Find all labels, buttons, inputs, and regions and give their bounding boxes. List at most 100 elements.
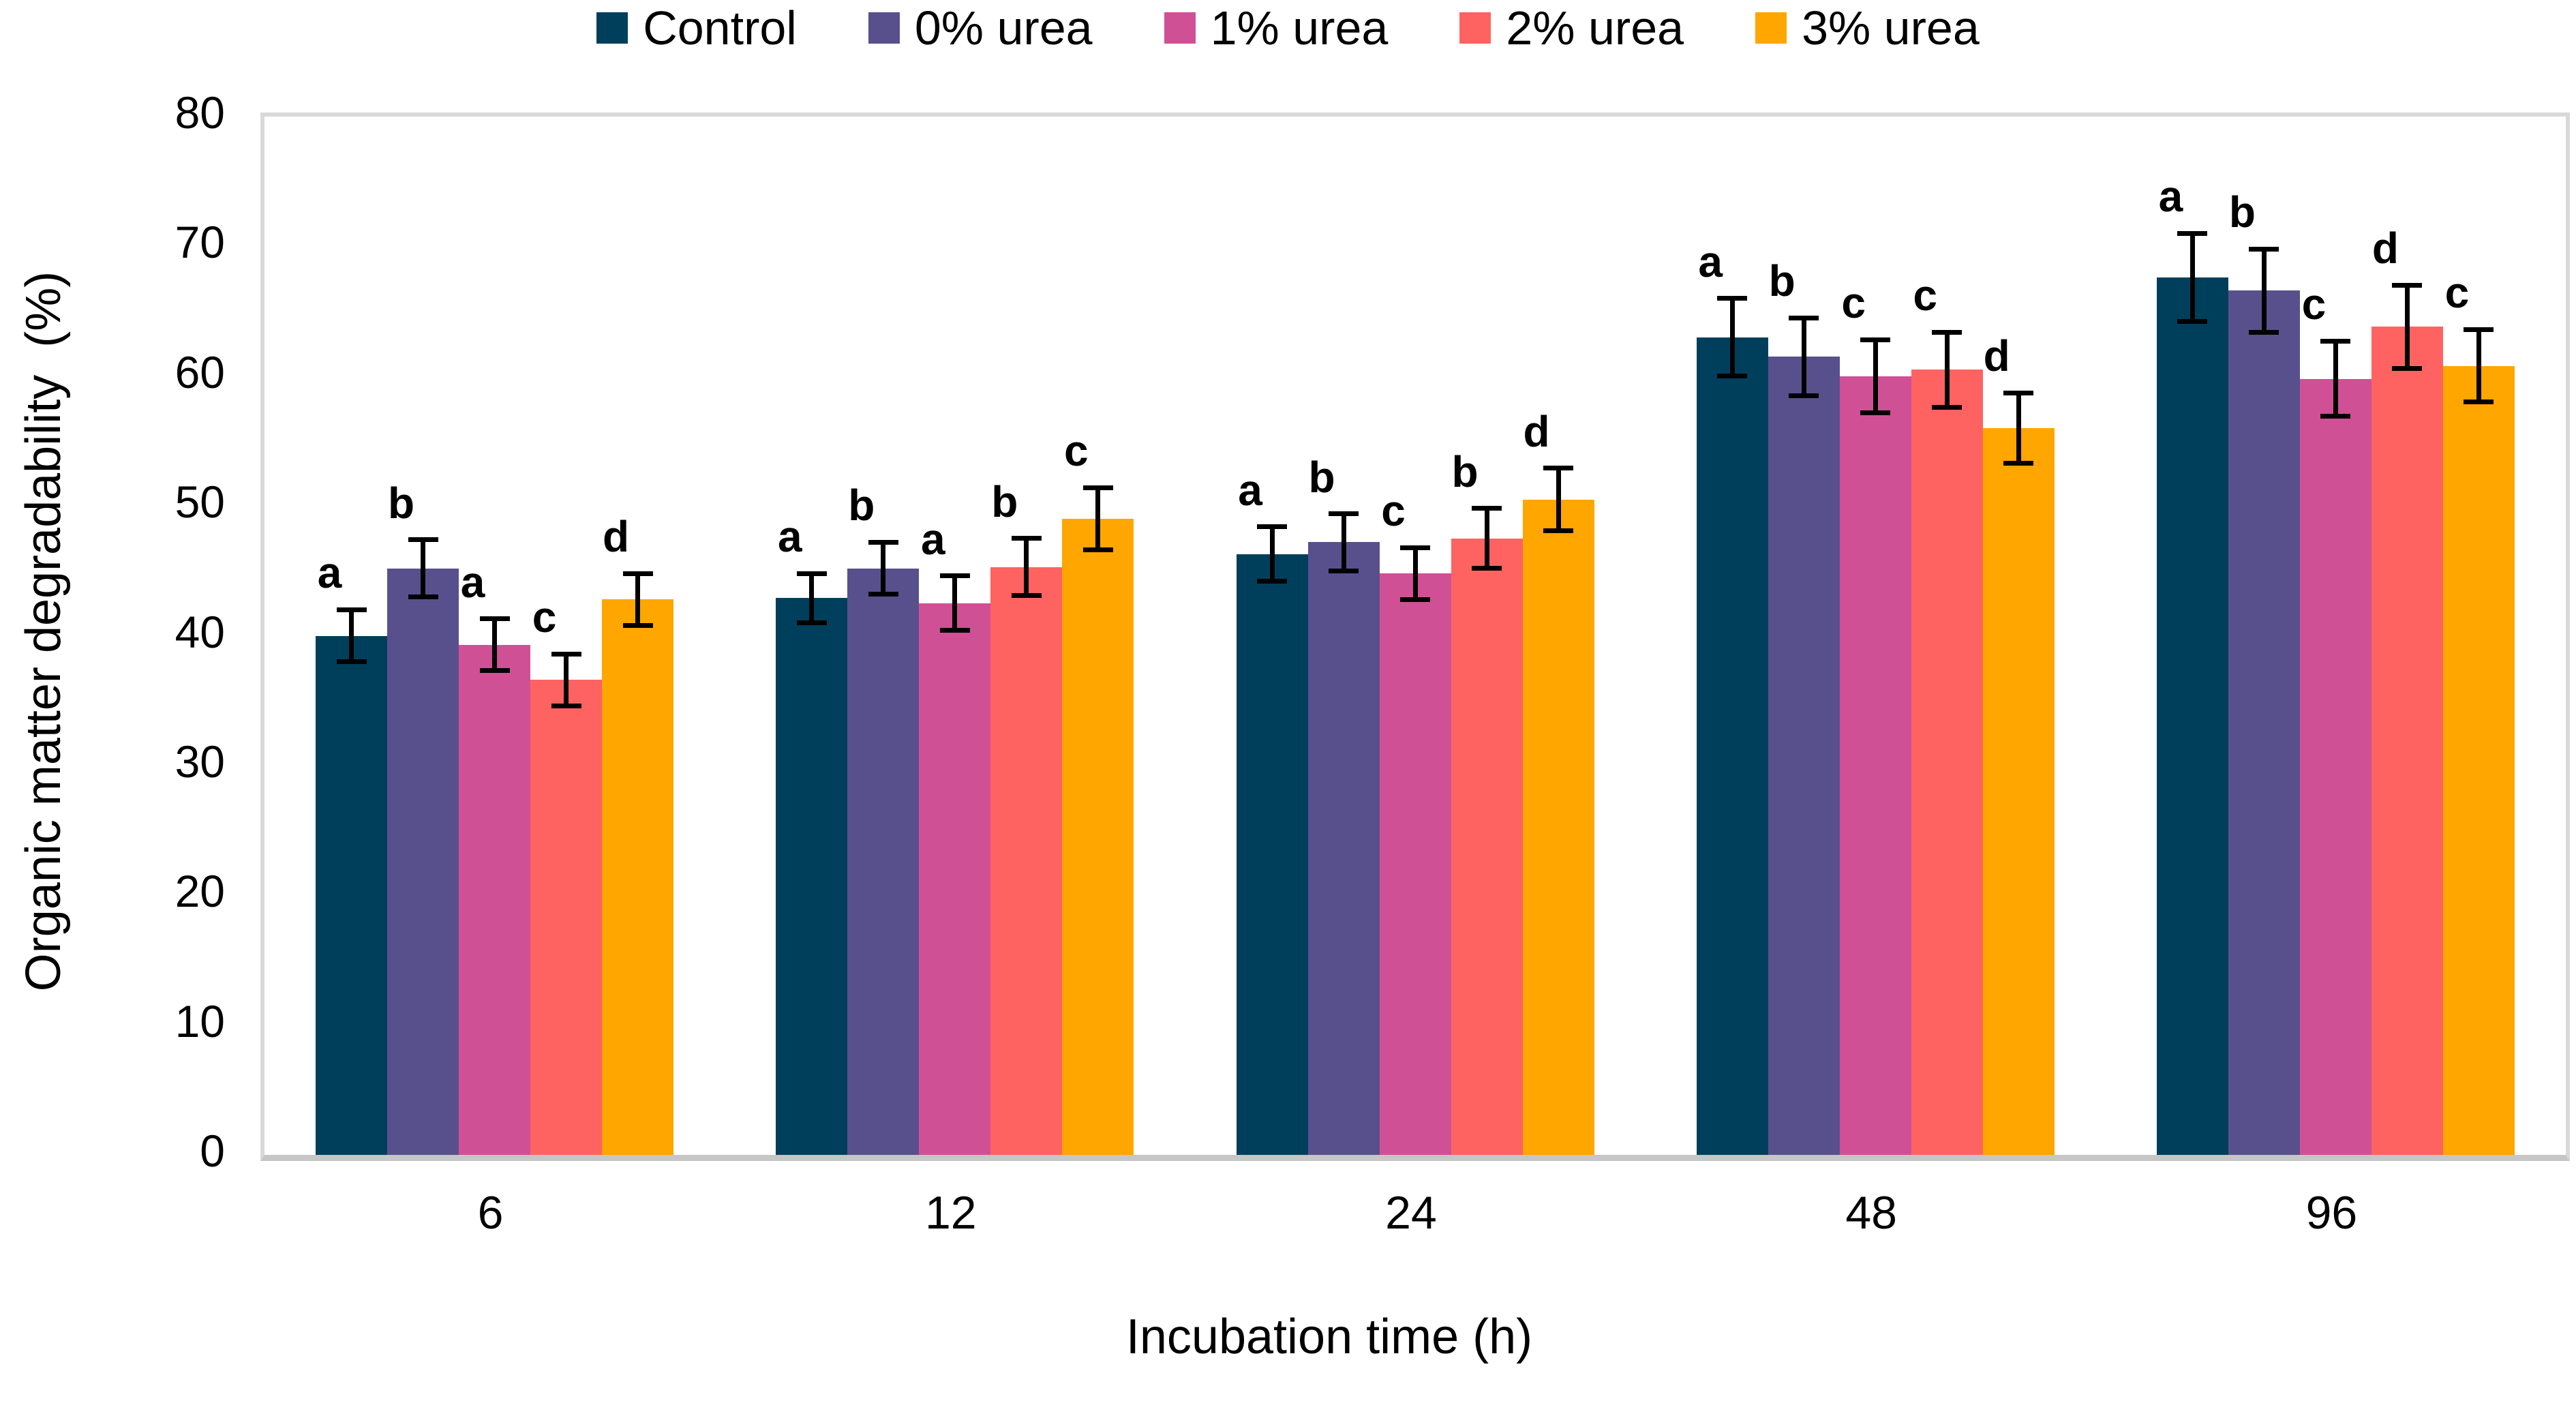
significance-letter-2-urea-48h: c	[1913, 271, 1937, 320]
error-bar-0-urea-6h	[421, 539, 426, 597]
significance-letter-0-urea-6h: b	[388, 478, 415, 528]
y-tick-label-30: 30	[175, 736, 225, 787]
bar-2-urea-12h	[990, 567, 1063, 1155]
bar-1-urea-6h	[459, 644, 531, 1155]
significance-letter-2-urea-96h: d	[2372, 224, 2399, 273]
error-cap-bottom	[2003, 460, 2034, 466]
error-cap-top	[622, 571, 653, 576]
bar-control-6h	[316, 635, 388, 1155]
legend-swatch-control	[596, 12, 628, 44]
error-bar-2-urea-12h	[1024, 538, 1029, 596]
error-cap-bottom	[2464, 400, 2494, 405]
significance-letter-1-urea-48h: c	[1841, 278, 1866, 328]
error-bar-control-12h	[809, 573, 815, 623]
error-bar-0-urea-24h	[1341, 513, 1346, 571]
x-tick-label-24: 24	[1385, 1187, 1437, 1239]
error-cap-top	[1329, 511, 1359, 517]
error-cap-top	[2003, 390, 2034, 395]
error-cap-bottom	[2249, 329, 2279, 335]
error-cap-bottom	[1543, 528, 1573, 533]
chart-legend: Control 0% urea 1% urea 2% urea 3% urea	[0, 4, 2576, 52]
significance-letter-0-urea-96h: b	[2228, 187, 2256, 237]
error-cap-top	[939, 573, 970, 579]
legend-label: 3% urea	[1802, 1, 1980, 55]
significance-letter-1-urea-96h: c	[2301, 280, 2327, 329]
error-cap-top	[868, 539, 898, 545]
error-cap-top	[551, 651, 581, 657]
bar-1-urea-24h	[1379, 573, 1451, 1155]
error-cap-top	[1789, 315, 1819, 320]
x-tick-label-6: 6	[477, 1187, 504, 1239]
legend-swatch-1-urea	[1164, 12, 1196, 44]
error-bar-3-urea-6h	[635, 573, 641, 626]
significance-letter-control-48h: a	[1698, 237, 1723, 286]
legend-item-3-urea: 3% urea	[1755, 4, 1980, 52]
bar-3-urea-6h	[602, 599, 674, 1155]
error-bar-control-48h	[1729, 298, 1735, 376]
significance-letter-0-urea-48h: b	[1768, 256, 1795, 306]
bar-0-urea-96h	[2228, 290, 2300, 1155]
error-cap-top	[336, 607, 367, 612]
legend-swatch-3-urea	[1755, 12, 1787, 44]
x-axis-ticks: 6 12 24 48 96	[260, 1190, 2562, 1251]
x-tick-label-48: 48	[1845, 1187, 1898, 1239]
y-tick-label-60: 60	[175, 346, 225, 397]
error-cap-top	[408, 537, 438, 543]
error-cap-bottom	[336, 659, 367, 665]
error-cap-top	[1082, 485, 1113, 490]
error-cap-top	[2464, 327, 2494, 332]
error-cap-top	[796, 571, 827, 576]
error-cap-bottom	[622, 622, 653, 628]
y-tick-label-80: 80	[175, 87, 225, 138]
bar-0-urea-6h	[387, 568, 459, 1155]
error-cap-top	[2177, 230, 2208, 236]
significance-letter-2-urea-24h: b	[1451, 447, 1479, 496]
significance-letter-1-urea-12h: a	[921, 514, 945, 564]
error-cap-bottom	[796, 620, 827, 625]
bar-3-urea-48h	[1982, 427, 2055, 1155]
error-cap-bottom	[2320, 414, 2351, 419]
bar-control-48h	[1696, 337, 1768, 1155]
error-cap-top	[1472, 506, 1502, 511]
error-cap-bottom	[1717, 374, 1748, 379]
error-bar-1-urea-24h	[1412, 547, 1418, 600]
significance-letter-1-urea-24h: c	[1381, 486, 1406, 536]
error-cap-bottom	[551, 703, 581, 708]
significance-letter-3-urea-12h: c	[1064, 426, 1089, 476]
error-cap-top	[2320, 338, 2351, 344]
y-tick-label-40: 40	[175, 606, 225, 657]
legend-item-2-urea: 2% urea	[1459, 4, 1684, 52]
error-bar-0-urea-96h	[2261, 249, 2267, 332]
legend-label: Control	[643, 1, 797, 55]
error-bar-3-urea-48h	[2016, 393, 2021, 464]
error-bar-3-urea-96h	[2476, 329, 2481, 402]
bar-2-urea-96h	[2371, 327, 2443, 1155]
y-tick-label-0: 0	[200, 1126, 225, 1176]
significance-letter-3-urea-24h: d	[1523, 406, 1550, 456]
error-bar-2-urea-96h	[2404, 285, 2410, 369]
error-bar-1-urea-6h	[492, 618, 498, 671]
error-bar-3-urea-12h	[1095, 487, 1101, 550]
x-axis-title: Incubation time (h)	[1125, 1310, 1533, 1364]
significance-letter-3-urea-6h: d	[603, 512, 630, 562]
error-cap-bottom	[1257, 579, 1287, 584]
error-bar-2-urea-24h	[1484, 508, 1489, 569]
bar-0-urea-12h	[847, 568, 920, 1155]
legend-swatch-0-urea	[868, 12, 900, 44]
error-cap-bottom	[479, 668, 510, 674]
significance-letter-1-urea-6h: a	[460, 557, 485, 607]
y-tick-label-70: 70	[175, 217, 225, 268]
bar-1-urea-96h	[2299, 378, 2372, 1155]
error-cap-top	[479, 616, 510, 622]
x-tick-label-12: 12	[924, 1187, 977, 1239]
error-bar-1-urea-12h	[952, 575, 958, 631]
significance-letter-2-urea-12h: b	[991, 477, 1018, 526]
bar-2-urea-48h	[1911, 370, 1983, 1155]
y-tick-label-10: 10	[175, 995, 225, 1046]
y-tick-label-50: 50	[175, 477, 225, 528]
error-bar-2-urea-6h	[564, 654, 569, 706]
error-bar-control-6h	[349, 609, 354, 662]
error-cap-bottom	[1932, 404, 1963, 410]
error-bar-1-urea-96h	[2333, 341, 2338, 417]
